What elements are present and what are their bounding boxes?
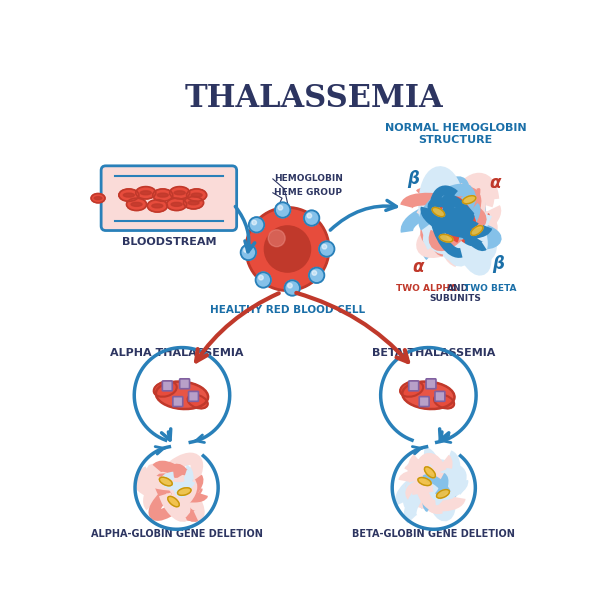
- Circle shape: [322, 244, 327, 249]
- Text: AND: AND: [447, 285, 469, 293]
- Ellipse shape: [159, 477, 172, 486]
- Text: BETA-GLOBIN GENE DELETION: BETA-GLOBIN GENE DELETION: [353, 529, 515, 539]
- Ellipse shape: [140, 191, 151, 195]
- Ellipse shape: [436, 490, 449, 498]
- Circle shape: [278, 206, 283, 210]
- Text: BLOODSTREAM: BLOODSTREAM: [122, 237, 216, 247]
- Ellipse shape: [154, 381, 177, 397]
- FancyBboxPatch shape: [162, 381, 173, 391]
- Text: HEMOGLOBIN: HEMOGLOBIN: [274, 174, 343, 184]
- Ellipse shape: [432, 207, 445, 217]
- Text: α: α: [412, 258, 424, 277]
- Ellipse shape: [91, 193, 105, 203]
- FancyBboxPatch shape: [409, 381, 419, 391]
- Ellipse shape: [170, 187, 190, 199]
- Ellipse shape: [187, 189, 207, 201]
- Text: TWO ALPHA: TWO ALPHA: [395, 285, 457, 293]
- Ellipse shape: [124, 193, 135, 197]
- Circle shape: [307, 214, 312, 218]
- Circle shape: [249, 217, 264, 233]
- Circle shape: [309, 267, 324, 283]
- Circle shape: [252, 220, 256, 225]
- Ellipse shape: [94, 196, 102, 200]
- Circle shape: [246, 207, 329, 291]
- FancyBboxPatch shape: [426, 379, 436, 389]
- Circle shape: [319, 241, 334, 256]
- Ellipse shape: [434, 395, 454, 408]
- Ellipse shape: [439, 234, 453, 242]
- FancyBboxPatch shape: [180, 379, 190, 389]
- Ellipse shape: [177, 488, 191, 495]
- Ellipse shape: [131, 203, 142, 206]
- Text: α: α: [490, 174, 501, 192]
- Text: TWO BETA: TWO BETA: [465, 285, 517, 293]
- Ellipse shape: [425, 467, 435, 478]
- Circle shape: [264, 226, 310, 272]
- FancyBboxPatch shape: [188, 392, 198, 401]
- Ellipse shape: [157, 193, 168, 197]
- Circle shape: [288, 283, 293, 288]
- Ellipse shape: [400, 381, 423, 397]
- Circle shape: [304, 211, 319, 226]
- Circle shape: [241, 245, 256, 260]
- FancyBboxPatch shape: [419, 397, 429, 406]
- Ellipse shape: [418, 477, 431, 485]
- Ellipse shape: [156, 381, 208, 409]
- Ellipse shape: [463, 196, 476, 204]
- Text: BETA THALASSEMIA: BETA THALASSEMIA: [372, 348, 496, 359]
- FancyBboxPatch shape: [101, 166, 237, 231]
- Circle shape: [275, 203, 290, 218]
- Ellipse shape: [136, 187, 156, 199]
- Ellipse shape: [152, 204, 163, 208]
- Text: ALPHA-GLOBIN GENE DELETION: ALPHA-GLOBIN GENE DELETION: [91, 529, 263, 539]
- Text: β: β: [407, 170, 419, 188]
- Text: ALPHA THALASSEMIA: ALPHA THALASSEMIA: [110, 348, 244, 359]
- Ellipse shape: [188, 201, 199, 205]
- Ellipse shape: [119, 189, 139, 201]
- Circle shape: [256, 272, 271, 288]
- Ellipse shape: [166, 198, 187, 211]
- Circle shape: [268, 230, 285, 247]
- Text: β: β: [492, 255, 504, 272]
- Ellipse shape: [191, 193, 202, 197]
- Text: SUBUNITS: SUBUNITS: [430, 294, 481, 304]
- Ellipse shape: [171, 203, 182, 206]
- Circle shape: [285, 280, 300, 296]
- Circle shape: [259, 275, 263, 280]
- Text: HEALTHY RED BLOOD CELL: HEALTHY RED BLOOD CELL: [210, 305, 365, 315]
- Ellipse shape: [471, 226, 483, 236]
- Ellipse shape: [188, 395, 207, 408]
- Ellipse shape: [153, 189, 173, 201]
- Ellipse shape: [402, 381, 455, 409]
- Circle shape: [244, 248, 248, 252]
- Ellipse shape: [174, 191, 185, 195]
- FancyBboxPatch shape: [435, 392, 445, 401]
- Ellipse shape: [127, 198, 146, 211]
- Text: THALASSEMIA: THALASSEMIA: [184, 83, 443, 114]
- Text: NORMAL HEMOGLOBIN
STRUCTURE: NORMAL HEMOGLOBIN STRUCTURE: [384, 124, 526, 145]
- FancyBboxPatch shape: [173, 397, 183, 406]
- Text: HEME GROUP: HEME GROUP: [274, 188, 342, 197]
- Ellipse shape: [147, 200, 167, 212]
- Ellipse shape: [168, 496, 179, 507]
- Circle shape: [312, 271, 316, 275]
- Ellipse shape: [184, 196, 204, 209]
